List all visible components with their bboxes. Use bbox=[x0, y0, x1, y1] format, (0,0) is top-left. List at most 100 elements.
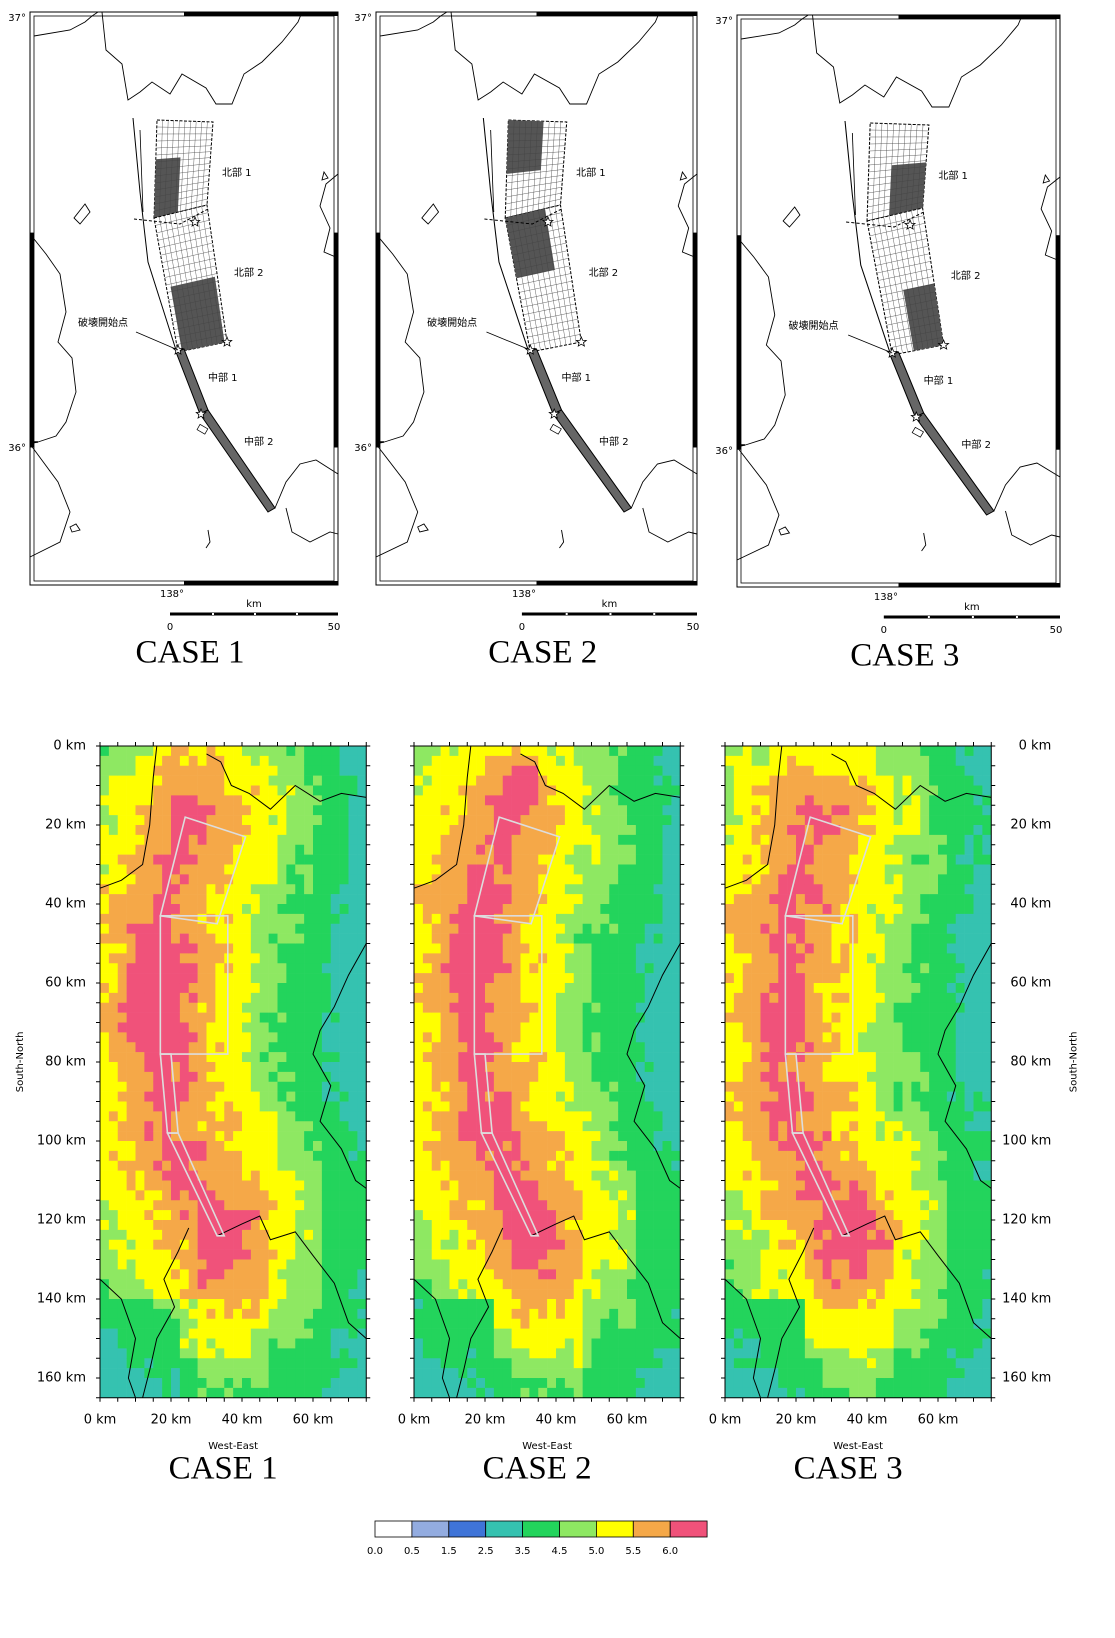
intensity-cell bbox=[304, 914, 313, 924]
intensity-cell bbox=[340, 963, 349, 973]
intensity-cell bbox=[331, 1220, 340, 1230]
intensity-cell bbox=[529, 805, 538, 815]
intensity-cell bbox=[189, 865, 198, 875]
intensity-cell bbox=[618, 884, 627, 894]
intensity-cell bbox=[458, 766, 467, 776]
intensity-cell bbox=[215, 953, 224, 963]
intensity-cell bbox=[636, 1339, 645, 1349]
intensity-cell bbox=[414, 1319, 423, 1329]
intensity-cell bbox=[198, 1378, 207, 1388]
intensity-cell bbox=[671, 924, 680, 934]
intensity-cell bbox=[295, 1032, 304, 1042]
intensity-cell bbox=[171, 815, 180, 825]
intensity-cell bbox=[136, 1062, 145, 1072]
intensity-cell bbox=[171, 825, 180, 835]
intensity-cell bbox=[295, 1220, 304, 1230]
intensity-cell bbox=[654, 1003, 663, 1013]
intensity-cell bbox=[547, 894, 556, 904]
intensity-cell bbox=[565, 1072, 574, 1082]
intensity-cell bbox=[242, 865, 251, 875]
intensity-cell bbox=[627, 944, 636, 954]
intensity-cell bbox=[357, 1319, 366, 1329]
intensity-cell bbox=[118, 1013, 127, 1023]
intensity-cell bbox=[198, 1250, 207, 1260]
intensity-cell bbox=[423, 786, 432, 796]
intensity-cell bbox=[778, 1161, 787, 1171]
intensity-cell bbox=[556, 1131, 565, 1141]
intensity-cell bbox=[286, 1042, 295, 1052]
intensity-cell bbox=[162, 1013, 171, 1023]
intensity-cell bbox=[521, 1131, 530, 1141]
intensity-cell bbox=[725, 1269, 734, 1279]
intensity-cell bbox=[322, 1032, 331, 1042]
intensity-cell bbox=[556, 1319, 565, 1329]
intensity-cell bbox=[618, 855, 627, 865]
intensity-cell bbox=[207, 1348, 216, 1358]
intensity-cell bbox=[278, 973, 287, 983]
intensity-cell bbox=[538, 1121, 547, 1131]
intensity-cell bbox=[414, 1250, 423, 1260]
intensity-cell bbox=[592, 953, 601, 963]
intensity-cell bbox=[118, 1348, 127, 1358]
intensity-cell bbox=[162, 973, 171, 983]
intensity-cell bbox=[654, 1200, 663, 1210]
intensity-cell bbox=[556, 924, 565, 934]
intensity-cell bbox=[269, 1279, 278, 1289]
intensity-cell bbox=[645, 1309, 654, 1319]
intensity-cell bbox=[109, 746, 118, 756]
intensity-cell bbox=[162, 1210, 171, 1220]
intensity-cell bbox=[485, 1181, 494, 1191]
intensity-cell bbox=[432, 1062, 441, 1072]
intensity-cell bbox=[485, 1121, 494, 1131]
intensity-cell bbox=[627, 924, 636, 934]
intensity-cell bbox=[734, 746, 743, 756]
intensity-cell bbox=[556, 865, 565, 875]
intensity-cell bbox=[574, 884, 583, 894]
intensity-cell bbox=[450, 746, 459, 756]
intensity-cell bbox=[269, 1289, 278, 1299]
intensity-cell bbox=[592, 756, 601, 766]
intensity-cell bbox=[450, 825, 459, 835]
intensity-cell bbox=[189, 746, 198, 756]
intensity-cell bbox=[144, 993, 153, 1003]
intensity-cell bbox=[109, 1032, 118, 1042]
frame-bar bbox=[899, 583, 1061, 587]
intensity-cell bbox=[600, 1250, 609, 1260]
intensity-cell bbox=[529, 1042, 538, 1052]
intensity-cell bbox=[153, 865, 162, 875]
intensity-cell bbox=[180, 776, 189, 786]
scale-unit: km bbox=[602, 599, 618, 610]
intensity-cell bbox=[761, 1042, 770, 1052]
intensity-cell bbox=[144, 1289, 153, 1299]
intensity-cell bbox=[583, 855, 592, 865]
intensity-cell bbox=[118, 835, 127, 845]
intensity-cell bbox=[441, 894, 450, 904]
intensity-cell bbox=[251, 1348, 260, 1358]
intensity-cell bbox=[171, 993, 180, 1003]
intensity-cell bbox=[583, 953, 592, 963]
intensity-cell bbox=[565, 1200, 574, 1210]
intensity-cell bbox=[761, 1190, 770, 1200]
intensity-cell bbox=[180, 1388, 189, 1398]
intensity-cell bbox=[521, 1151, 530, 1161]
intensity-cell bbox=[485, 1190, 494, 1200]
intensity-cell bbox=[485, 894, 494, 904]
intensity-cell bbox=[645, 1299, 654, 1309]
intensity-cell bbox=[198, 1161, 207, 1171]
intensity-cell bbox=[769, 1111, 778, 1121]
intensity-cell bbox=[654, 1210, 663, 1220]
intensity-cell bbox=[242, 766, 251, 776]
intensity-cell bbox=[127, 1230, 136, 1240]
intensity-cell bbox=[627, 1023, 636, 1033]
intensity-cell bbox=[592, 1319, 601, 1329]
intensity-cell bbox=[547, 1032, 556, 1042]
intensity-cell bbox=[645, 825, 654, 835]
intensity-cell bbox=[278, 1190, 287, 1200]
intensity-cell bbox=[734, 1269, 743, 1279]
intensity-cell bbox=[100, 795, 109, 805]
intensity-cell bbox=[565, 1151, 574, 1161]
intensity-cell bbox=[286, 1121, 295, 1131]
intensity-cell bbox=[260, 766, 269, 776]
intensity-cell bbox=[357, 1092, 366, 1102]
intensity-cell bbox=[322, 934, 331, 944]
